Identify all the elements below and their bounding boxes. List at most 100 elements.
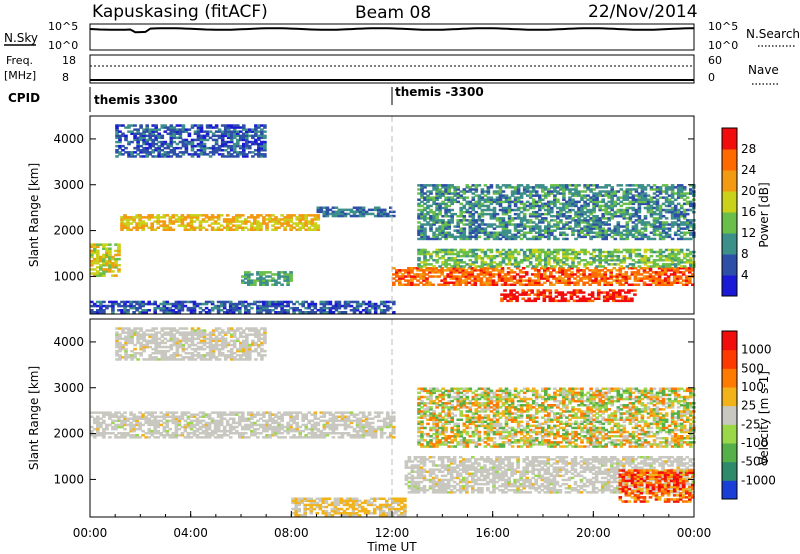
heatmap-cell (420, 208, 424, 212)
heatmap-cell (452, 275, 456, 278)
heatmap-cell (159, 411, 164, 414)
heatmap-cell (127, 155, 131, 158)
heatmap-cell (132, 423, 136, 427)
heatmap-cell (449, 277, 453, 280)
heatmap-cell (456, 250, 460, 254)
heatmap-cell (474, 219, 479, 222)
heatmap-cell (141, 423, 145, 427)
heatmap-cell (337, 302, 342, 306)
heatmap-cell (580, 229, 584, 232)
heatmap-cell (229, 126, 234, 129)
heatmap-cell (420, 184, 424, 187)
heatmap-cell (334, 302, 339, 306)
heatmap-cell (222, 434, 227, 437)
heatmap-cell (283, 220, 287, 223)
heatmap-cell (150, 413, 154, 416)
heatmap-cell (193, 138, 198, 142)
heatmap-cell (667, 194, 672, 197)
heatmap-cell (280, 309, 284, 312)
heatmap-cell (244, 436, 248, 439)
heatmap-cell (162, 306, 167, 310)
heatmap-cell (648, 273, 653, 276)
heatmap-cell (123, 309, 127, 312)
heatmap-cell (595, 231, 599, 234)
heatmap-cell (636, 279, 641, 282)
heatmap-cell (235, 429, 239, 433)
heatmap-cell (422, 271, 426, 274)
heatmap-cell (655, 186, 660, 189)
heatmap-cell (268, 214, 272, 217)
heatmap-cell (420, 210, 424, 214)
heatmap-cell (265, 434, 269, 437)
heatmap-cell (536, 291, 541, 294)
heatmap-cell (634, 261, 639, 264)
heatmap-cell (257, 149, 261, 152)
heatmap-cell (504, 196, 509, 199)
heatmap-cell (253, 283, 257, 286)
heatmap-cell (488, 279, 493, 282)
heatmap-cell (447, 231, 451, 234)
heatmap-cell (516, 215, 521, 218)
heatmap-cell (337, 300, 342, 304)
heatmap-cell (150, 419, 154, 423)
heatmap-cell (229, 155, 234, 158)
heatmap-cell (453, 248, 457, 252)
colorbar-swatch (722, 128, 737, 150)
heatmap-cell (148, 153, 152, 156)
heatmap-cell (225, 429, 230, 433)
heatmap-cell (479, 273, 484, 276)
heatmap-cell (574, 200, 578, 204)
heatmap-cell (162, 421, 167, 425)
heatmap-cell (358, 208, 363, 212)
heatmap-cell (145, 128, 149, 131)
heatmap-cell (658, 217, 663, 220)
heatmap-cell (519, 200, 524, 204)
heatmap-cell (462, 190, 467, 193)
heatmap-cell (231, 306, 236, 310)
heatmap-cell (450, 208, 454, 212)
heatmap-cell (361, 206, 366, 209)
heatmap-cell (280, 300, 284, 304)
heatmap-cell (600, 273, 604, 276)
heatmap-cell (250, 434, 254, 437)
heatmap-cell (301, 216, 305, 219)
heatmap-cell (518, 279, 523, 282)
heatmap-cell (504, 223, 509, 226)
heatmap-cell (480, 208, 485, 212)
heatmap-cell (592, 235, 596, 239)
heatmap-cell (217, 146, 222, 150)
heatmap-cell (307, 306, 311, 310)
heatmap-cell (528, 250, 533, 254)
heatmap-cell (646, 248, 651, 252)
heatmap-cell (510, 190, 515, 193)
heatmap-cell (190, 126, 195, 129)
heatmap-cell (169, 130, 174, 133)
heatmap-cell (547, 248, 551, 252)
heatmap-cell (277, 429, 281, 433)
heatmap-cell (642, 275, 647, 278)
heatmap-cell (670, 261, 675, 264)
heatmap-cell (429, 184, 433, 187)
heatmap-cell (229, 140, 234, 144)
heatmap-cell (283, 218, 287, 221)
heatmap-cell (522, 204, 527, 208)
heatmap-cell (664, 221, 669, 224)
heatmap-cell (586, 208, 590, 212)
heatmap-cell (105, 268, 109, 271)
heatmap-cell (492, 231, 497, 234)
heatmap-cell (507, 200, 512, 204)
heatmap-cell (631, 229, 636, 232)
heatmap-cell (395, 269, 399, 272)
heatmap-cell (441, 221, 445, 224)
heatmap-cell (643, 229, 648, 232)
heatmap-cell (509, 299, 513, 303)
heatmap-cell (501, 221, 506, 224)
heatmap-cell (96, 432, 100, 435)
heatmap-cell (138, 421, 142, 425)
heatmap-cell (441, 206, 445, 210)
heatmap-cell (689, 256, 693, 260)
heatmap-cell (205, 132, 210, 135)
heatmap-cell (213, 228, 218, 231)
heatmap-cell (516, 212, 521, 216)
heatmap-cell (367, 208, 372, 212)
